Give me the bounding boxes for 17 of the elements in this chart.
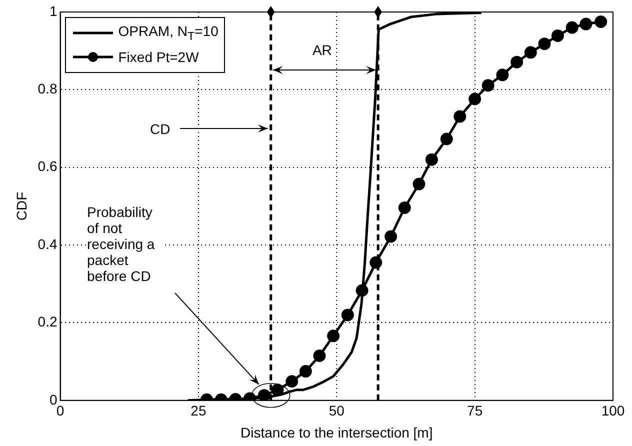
annotation: AR (312, 42, 332, 58)
y-tick-label: 0 (49, 391, 58, 408)
y-axis-title: CDF (13, 192, 30, 221)
x-axis-title: Distance to the intersection [m] (240, 424, 433, 440)
y-tick-label: 1 (49, 2, 58, 19)
x-tick-label: 25 (190, 402, 206, 419)
y-tick-label: 0.4 (38, 236, 58, 252)
annotation: Probability of not receiving a packet before CD (87, 204, 163, 284)
legend-label: Fixed Pt=2W (118, 49, 199, 65)
y-tick-label: 0.8 (38, 80, 58, 97)
legend-label: OPRAM, N$_{T}$=10 (118, 23, 218, 43)
x-tick-label: 50 (328, 402, 345, 419)
annotation: CD (150, 120, 170, 137)
y-tick-label: 0.6 (38, 158, 58, 174)
x-tick-label: 75 (467, 402, 483, 419)
x-tick-label: 100 (601, 402, 625, 419)
y-tick-label: 0.2 (38, 314, 58, 330)
